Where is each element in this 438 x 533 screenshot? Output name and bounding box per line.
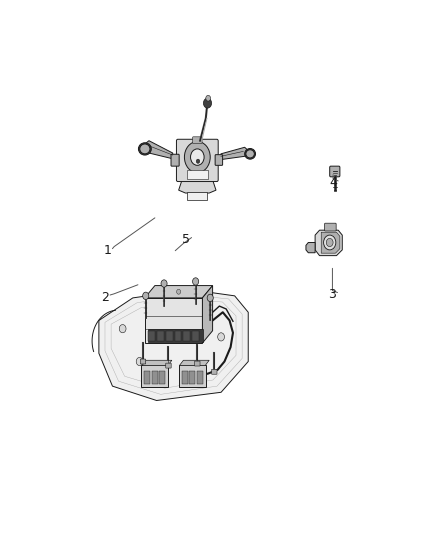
Text: 5: 5 [183,233,191,246]
Circle shape [196,159,200,163]
Circle shape [193,278,199,285]
Ellipse shape [246,150,254,158]
FancyBboxPatch shape [152,370,158,384]
Polygon shape [99,290,248,400]
FancyBboxPatch shape [197,370,203,384]
FancyBboxPatch shape [166,330,173,342]
FancyBboxPatch shape [212,369,217,374]
FancyBboxPatch shape [140,359,146,364]
Circle shape [326,238,333,247]
FancyBboxPatch shape [215,155,223,165]
Polygon shape [315,230,342,256]
Circle shape [218,333,225,341]
FancyBboxPatch shape [325,223,336,231]
FancyBboxPatch shape [187,192,207,200]
Circle shape [177,312,184,320]
Circle shape [197,361,204,370]
Ellipse shape [245,149,255,159]
Ellipse shape [138,143,151,155]
Circle shape [184,142,210,173]
Circle shape [191,149,204,165]
FancyBboxPatch shape [182,370,188,384]
Polygon shape [321,232,340,253]
Polygon shape [144,141,173,159]
FancyBboxPatch shape [148,329,203,342]
FancyBboxPatch shape [179,365,206,387]
FancyBboxPatch shape [157,330,164,342]
Ellipse shape [140,144,150,154]
FancyBboxPatch shape [145,370,151,384]
FancyBboxPatch shape [192,330,199,342]
Circle shape [153,374,160,382]
Polygon shape [221,147,249,159]
FancyBboxPatch shape [171,154,179,166]
Polygon shape [145,286,212,298]
Text: 3: 3 [328,288,336,301]
Circle shape [207,294,213,302]
Polygon shape [306,243,315,253]
Circle shape [203,98,212,108]
FancyBboxPatch shape [184,330,190,342]
Circle shape [136,358,143,366]
Circle shape [206,95,211,101]
Polygon shape [179,180,216,193]
Circle shape [161,280,167,287]
Polygon shape [179,360,209,366]
FancyBboxPatch shape [187,171,208,179]
Polygon shape [145,298,202,343]
FancyBboxPatch shape [166,363,171,368]
FancyBboxPatch shape [159,370,166,384]
FancyBboxPatch shape [194,361,200,366]
Circle shape [324,235,336,250]
Text: 4: 4 [329,176,337,189]
Text: 1: 1 [103,244,111,257]
FancyBboxPatch shape [175,330,181,342]
FancyBboxPatch shape [189,370,195,384]
Circle shape [143,292,149,300]
FancyBboxPatch shape [148,330,155,342]
Circle shape [119,325,126,333]
Polygon shape [142,360,172,366]
Circle shape [177,289,181,294]
Polygon shape [202,286,212,343]
FancyBboxPatch shape [177,139,218,182]
Text: 2: 2 [101,290,109,304]
FancyBboxPatch shape [141,365,169,387]
FancyBboxPatch shape [193,137,202,143]
FancyBboxPatch shape [330,166,340,177]
